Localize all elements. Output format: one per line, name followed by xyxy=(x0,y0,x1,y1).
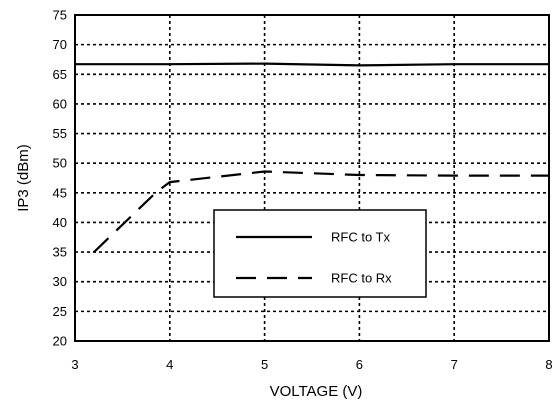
plot-frame xyxy=(74,14,550,342)
y-tick-label: 65 xyxy=(53,67,67,82)
y-tick-label: 35 xyxy=(53,245,67,260)
x-tick-label: 4 xyxy=(166,357,173,372)
x-tick-label: 7 xyxy=(451,357,458,372)
y-tick-label: 50 xyxy=(53,156,67,171)
legend: RFC to Tx RFC to Rx xyxy=(213,209,427,298)
y-tick-label: 75 xyxy=(53,8,67,23)
y-axis-ticks: 20 25 30 35 40 45 50 55 60 65 70 75 xyxy=(53,8,67,349)
x-axis-ticks: 3 4 5 6 7 8 xyxy=(71,357,552,372)
y-tick-label: 60 xyxy=(53,96,67,111)
x-tick-label: 5 xyxy=(261,357,268,372)
y-tick-label: 25 xyxy=(53,304,67,319)
legend-label: RFC to Rx xyxy=(331,271,392,286)
y-tick-label: 45 xyxy=(53,185,67,200)
y-tick-label: 20 xyxy=(53,334,67,349)
legend-label: RFC to Tx xyxy=(331,230,390,245)
series-line-rfc-to-tx xyxy=(75,62,549,67)
y-tick-label: 55 xyxy=(53,126,67,141)
y-axis-title: IP3 (dBm) xyxy=(15,144,32,212)
legend-box xyxy=(213,209,427,298)
x-tick-label: 6 xyxy=(356,357,363,372)
series-layer xyxy=(75,62,549,253)
x-axis-title: VOLTAGE (V) xyxy=(270,383,363,400)
x-tick-label: 8 xyxy=(545,357,552,372)
x-tick-label: 3 xyxy=(71,357,78,372)
series-line-rfc-to-rx xyxy=(93,170,549,253)
y-tick-label: 40 xyxy=(53,215,67,230)
y-tick-label: 70 xyxy=(53,37,67,52)
y-tick-label: 30 xyxy=(53,274,67,289)
